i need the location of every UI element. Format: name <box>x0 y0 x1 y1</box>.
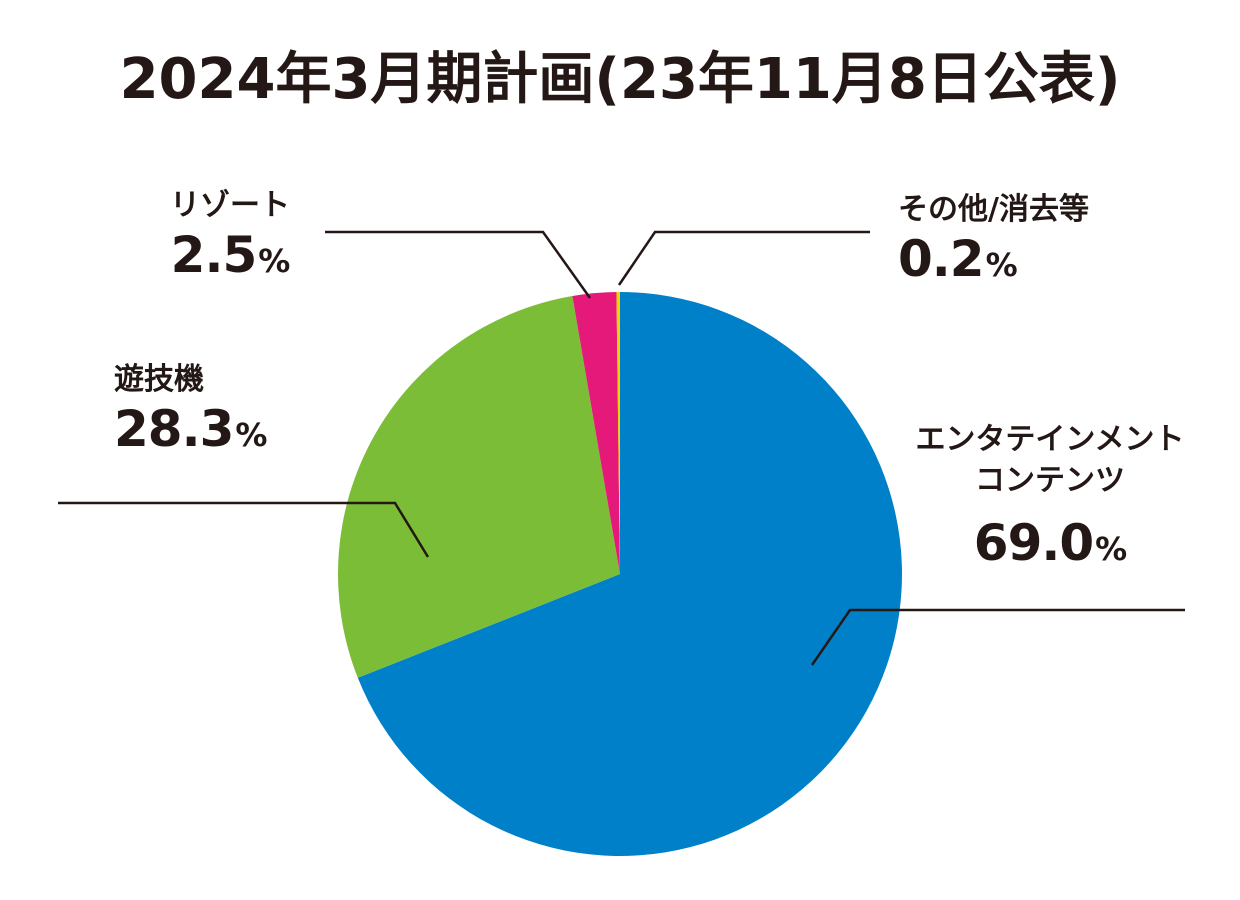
label-resort: リゾート 2.5% <box>160 186 300 284</box>
slice-value-yugiki: 28.3% <box>114 399 267 458</box>
pie-slices <box>337 292 903 856</box>
slice-name-yugiki: 遊技機 <box>114 362 204 397</box>
leader-line-yugiki <box>58 501 430 558</box>
slice-value-other: 0.2% <box>898 229 1018 288</box>
leader-line-entertainment <box>810 608 1185 666</box>
slice-value-entertainment: 69.0% <box>973 514 1127 572</box>
slice-name-entertainment-line2: コンテンツ <box>975 462 1125 498</box>
label-entertainment: エンタテインメント コンテンツ 69.0% <box>905 420 1195 573</box>
pie-slice-resort <box>572 292 620 574</box>
pie-slice-entertainment <box>357 292 903 856</box>
label-other: その他/消去等 0.2% <box>898 190 1089 288</box>
leader-lines <box>58 230 1185 666</box>
pie-slice-other <box>616 292 620 574</box>
chart-title: 2024年3月期計画(23年11月8日公表) <box>119 47 1121 112</box>
label-yugiki: 遊技機 28.3% <box>114 360 267 458</box>
pie-slice-yugiki <box>337 296 620 678</box>
leader-line-resort <box>325 230 592 299</box>
slice-name-other: その他/消去等 <box>898 192 1089 227</box>
slice-value-resort: 2.5% <box>170 225 291 284</box>
slice-name-resort: リゾート <box>170 188 290 223</box>
leader-line-other <box>617 230 870 286</box>
slice-name-entertainment-line1: エンタテインメント <box>915 422 1185 457</box>
